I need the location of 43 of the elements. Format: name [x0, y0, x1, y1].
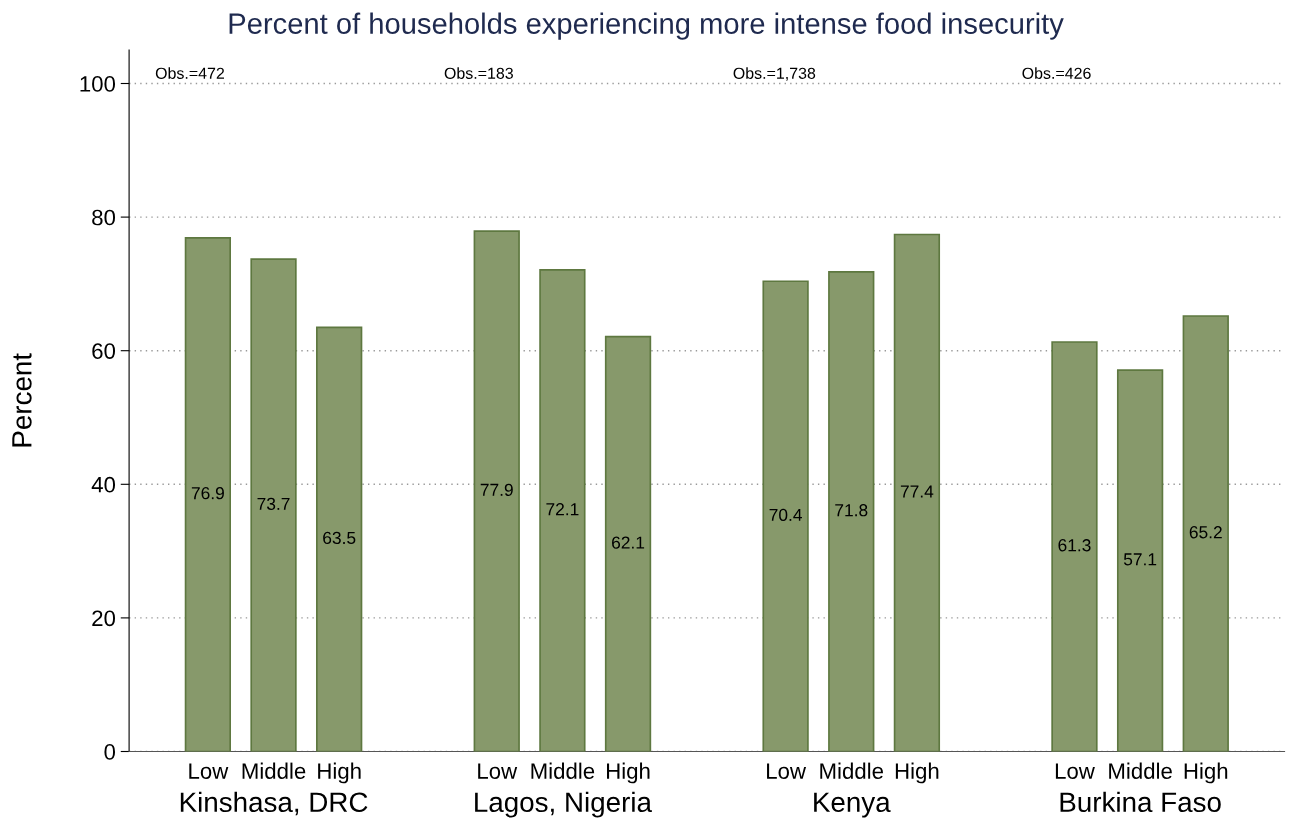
x-tick-label: Middle — [242, 762, 306, 779]
x-tick-label: Low — [1055, 763, 1095, 779]
x-tick-label: Low — [767, 763, 807, 779]
text: Obs.=183 — [444, 67, 513, 79]
x-axis-title: Kenya — [814, 792, 891, 818]
x-tick-label: Middle — [1109, 762, 1172, 779]
y-tick-label: 40 — [91, 476, 116, 493]
y-tick-label: 100 — [80, 76, 116, 92]
text: Percent of households experiencing more intense food insecurity — [229, 12, 1064, 40]
bar — [250, 258, 297, 752]
y-tick-label: 60 — [92, 343, 116, 359]
x-tick-label: Middle — [820, 762, 883, 779]
data-label: 76.9 — [191, 487, 224, 500]
y-tick-label: 20 — [92, 610, 116, 627]
x-axis-title: Burkina Faso — [1060, 791, 1221, 813]
x-tick-label: Middle — [531, 762, 595, 779]
y-axis-title: Percent — [12, 353, 32, 447]
data-label: 73.7 — [257, 497, 290, 510]
x-tick-label: High — [1184, 762, 1228, 784]
y-tick-label: 80 — [92, 209, 116, 226]
x-tick-label: High — [318, 762, 361, 784]
data-label: 77.4 — [900, 485, 934, 498]
data-label: 65.2 — [1189, 526, 1222, 539]
x-tick-label: High — [607, 762, 650, 784]
data-label: 77.9 — [480, 483, 513, 496]
data-label: 71.8 — [835, 504, 868, 517]
data-label: 62.1 — [612, 536, 645, 549]
bar — [316, 326, 363, 752]
annotation: Obs.=472 — [155, 67, 224, 79]
y-tick-label: 0 — [104, 744, 116, 760]
data-label: 70.4 — [769, 508, 802, 522]
text: Obs.=426 — [1022, 67, 1091, 79]
x-tick-label: High — [895, 762, 939, 784]
x-tick-label: Low — [189, 763, 229, 779]
text: Obs.=1,738 — [733, 67, 816, 81]
data-label: 61.3 — [1058, 539, 1091, 552]
data-label: 63.5 — [323, 531, 356, 545]
data-label: 72.1 — [546, 503, 579, 516]
x-tick-label: Low — [478, 763, 518, 779]
bar — [184, 236, 232, 752]
x-axis-title: Kinshasa, DRC — [180, 791, 368, 816]
x-axis-title: Lagos, Nigeria — [475, 791, 652, 818]
data-label: 57.1 — [1123, 553, 1157, 566]
